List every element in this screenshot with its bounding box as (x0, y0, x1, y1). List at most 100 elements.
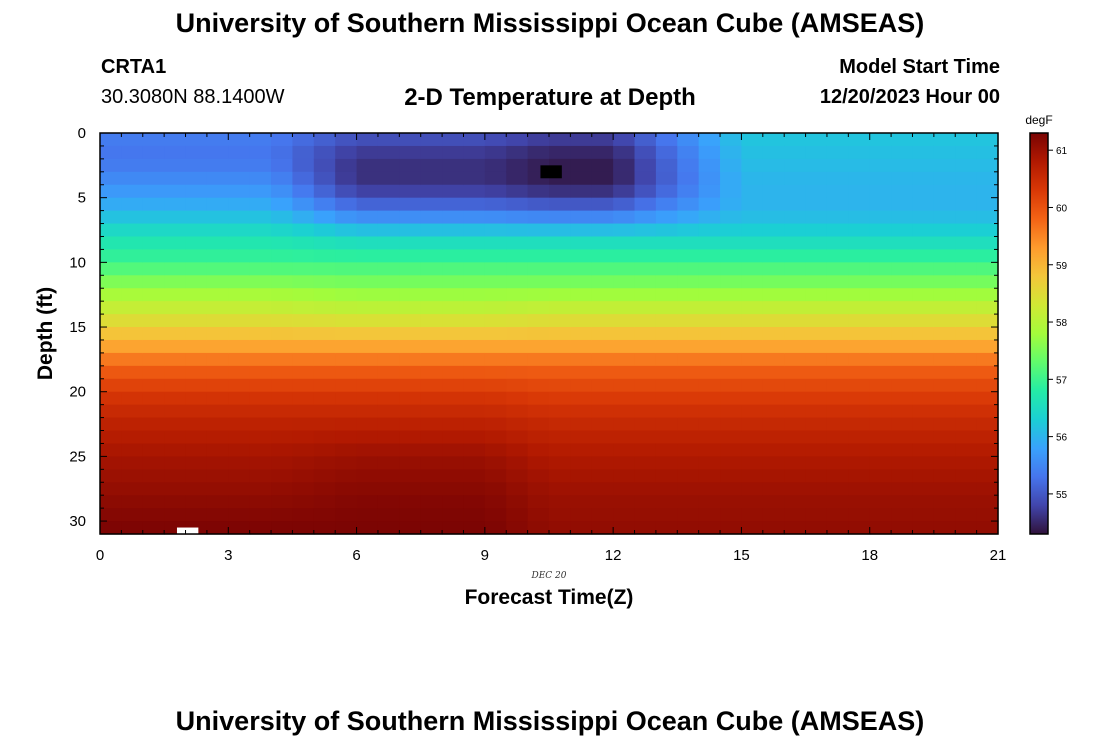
heatmap-cell (527, 133, 550, 147)
heatmap-cell (720, 171, 743, 186)
heatmap-cell (613, 352, 636, 367)
heatmap-cell (976, 158, 999, 173)
heatmap-cell (848, 314, 871, 328)
heatmap-cell (249, 404, 272, 419)
heatmap-cell (121, 469, 144, 483)
heatmap-cell (121, 197, 144, 212)
heatmap-cell (185, 301, 208, 315)
heatmap-cell (826, 158, 849, 173)
heatmap-cell (613, 223, 636, 238)
heatmap-cell (891, 184, 914, 199)
heatmap-cell (613, 314, 636, 328)
heatmap-cell (420, 223, 443, 238)
heatmap-cell (313, 508, 336, 522)
heatmap-cell (741, 275, 764, 289)
heatmap-cell (377, 482, 400, 496)
heatmap-cell (206, 275, 229, 289)
heatmap-cell (784, 275, 807, 289)
heatmap-cell (549, 391, 571, 406)
heatmap-cell (805, 339, 828, 354)
heatmap-cell (442, 236, 465, 251)
heatmap-cell (185, 236, 208, 251)
heatmap-cell (698, 391, 721, 406)
heatmap-cell (506, 430, 529, 445)
heatmap-cell (720, 521, 743, 535)
heatmap-cell (271, 236, 294, 251)
colorbar-tick-label: 61 (1056, 146, 1068, 157)
heatmap-cell (121, 288, 144, 302)
heatmap-cell (677, 249, 700, 263)
heatmap-cell (762, 404, 785, 419)
heatmap-cell (206, 301, 229, 315)
heatmap-cell (826, 417, 849, 432)
heatmap-cell (869, 223, 892, 238)
heatmap-cell (271, 469, 294, 483)
heatmap-cell (698, 482, 721, 496)
heatmap-cell (655, 404, 678, 419)
heatmap-cell (335, 521, 358, 535)
heatmap-cell (826, 508, 849, 522)
heatmap-cell (420, 482, 443, 496)
heatmap-cell (356, 184, 379, 199)
heatmap-cell (570, 352, 593, 367)
heatmap-cell (826, 391, 849, 406)
heatmap-cell (955, 469, 978, 483)
heatmap-cell (484, 469, 507, 483)
heatmap-cell (420, 443, 443, 457)
heatmap-cell (164, 404, 187, 419)
heatmap-cell (463, 339, 486, 354)
heatmap-cell (570, 210, 593, 225)
heatmap-cell (955, 288, 978, 302)
heatmap-cell (655, 210, 678, 225)
heatmap-cell (206, 158, 229, 173)
heatmap-cell (442, 158, 465, 173)
heatmap-cell (570, 430, 593, 445)
heatmap-cell (292, 210, 315, 225)
heatmap-cell (655, 301, 678, 315)
heatmap-cell (377, 249, 400, 263)
heatmap-cell (185, 469, 208, 483)
heatmap-cell (100, 314, 122, 328)
heatmap-cell (206, 184, 229, 199)
heatmap-cell (976, 495, 999, 509)
heatmap-cell (313, 275, 336, 289)
heatmap-cell (206, 482, 229, 496)
heatmap-cell (164, 430, 187, 445)
heatmap-cell (698, 249, 721, 263)
missing-data-cells (176, 165, 562, 534)
heatmap-cell (784, 443, 807, 457)
heatmap-cell (848, 443, 871, 457)
heatmap-cell (720, 184, 743, 199)
heatmap-cell (100, 197, 122, 212)
heatmap-cell (463, 171, 486, 186)
heatmap-cell (869, 443, 892, 457)
heatmap-cell (228, 262, 251, 276)
heatmap-cell (527, 443, 550, 457)
heatmap-cell (634, 145, 657, 160)
heatmap-cell (784, 508, 807, 522)
heatmap-cell (655, 262, 678, 276)
heatmap-cell (720, 430, 743, 445)
heatmap-cell (206, 469, 229, 483)
heatmap-cell (784, 495, 807, 509)
heatmap-cell (377, 456, 400, 470)
heatmap-cell (826, 365, 849, 380)
heatmap-cell (377, 469, 400, 483)
heatmap-cell (613, 171, 636, 186)
heatmap-cell (826, 301, 849, 315)
heatmap-cell (677, 327, 700, 341)
heatmap-cell (698, 145, 721, 160)
heatmap-cell (377, 404, 400, 419)
y-tick-label: 5 (78, 190, 86, 207)
heatmap-cell (784, 469, 807, 483)
heatmap-cell (591, 430, 614, 445)
heatmap-cell (292, 456, 315, 470)
heatmap-cell (655, 417, 678, 432)
heatmap-cell (206, 262, 229, 276)
heatmap-cell (848, 288, 871, 302)
heatmap-cell (121, 145, 144, 160)
heatmap-cell (335, 430, 358, 445)
heatmap-cell (335, 339, 358, 354)
heatmap-cell (677, 365, 700, 380)
heatmap-cell (399, 301, 422, 315)
